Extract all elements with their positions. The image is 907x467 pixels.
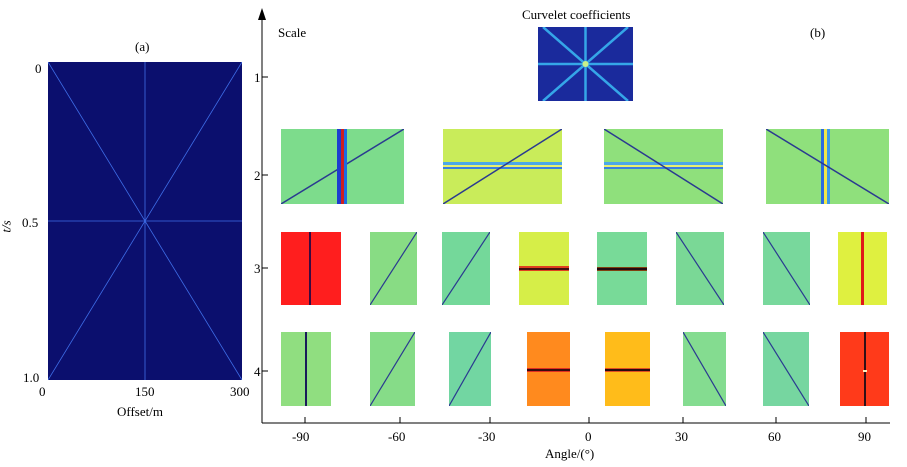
scale-tick-4: 4 bbox=[254, 364, 261, 379]
coef-scale3-5 bbox=[597, 232, 647, 305]
x-axis-label: Offset/m bbox=[117, 404, 163, 419]
coef-scale3-7 bbox=[763, 232, 810, 305]
title: Curvelet coefficients bbox=[522, 7, 631, 22]
angle-axis-label: Angle/(°) bbox=[545, 446, 595, 461]
coef-scale3-1 bbox=[281, 232, 341, 305]
panel-a-label: (a) bbox=[135, 39, 150, 54]
x-tick-300: 300 bbox=[230, 384, 250, 399]
coef-scale4-5 bbox=[605, 332, 650, 406]
coef-scale4-3 bbox=[449, 332, 491, 406]
coef-scale4-6 bbox=[683, 332, 726, 406]
coef-scale4-1 bbox=[281, 332, 331, 406]
y-tick-0-5: 0.5 bbox=[22, 215, 39, 230]
angle-tick-m30: -30 bbox=[478, 429, 496, 444]
coef-scale3-6 bbox=[676, 232, 724, 305]
x-tick-150: 150 bbox=[135, 384, 155, 399]
angle-tick-90: 90 bbox=[858, 429, 871, 444]
y-tick-1-0: 1.0 bbox=[23, 370, 40, 385]
coef-scale2-m20 bbox=[443, 129, 562, 204]
panel-b-label: (b) bbox=[810, 25, 826, 40]
coef-scale3-3 bbox=[442, 232, 490, 305]
y-tick-0: 0 bbox=[35, 61, 42, 76]
angle-tick-30: 30 bbox=[675, 429, 688, 444]
coef-scale3-8 bbox=[838, 232, 887, 305]
coef-scale4-4 bbox=[527, 332, 570, 406]
coef-scale4-7 bbox=[763, 332, 809, 406]
coef-scale4-2 bbox=[370, 332, 415, 406]
coef-scale1 bbox=[538, 27, 633, 101]
coef-scale3-2 bbox=[370, 232, 417, 305]
x-tick-0: 0 bbox=[39, 384, 46, 399]
coef-scale2-p75 bbox=[766, 129, 889, 204]
coef-scale3-4 bbox=[519, 232, 569, 305]
angle-tick-0: 0 bbox=[585, 429, 592, 444]
coef-scale2-p20 bbox=[604, 129, 723, 204]
angle-tick-m60: -60 bbox=[388, 429, 406, 444]
coef-scale4-8 bbox=[840, 332, 889, 406]
coef-scale2-m75 bbox=[281, 129, 404, 204]
scale-tick-1: 1 bbox=[254, 70, 261, 85]
scale-tick-3: 3 bbox=[254, 261, 261, 276]
angle-tick-m90: -90 bbox=[292, 429, 310, 444]
panel-a-image bbox=[48, 62, 242, 380]
angle-tick-60: 60 bbox=[768, 429, 781, 444]
scale-axis-label: Scale bbox=[278, 25, 307, 40]
scale-tick-2: 2 bbox=[254, 168, 261, 183]
